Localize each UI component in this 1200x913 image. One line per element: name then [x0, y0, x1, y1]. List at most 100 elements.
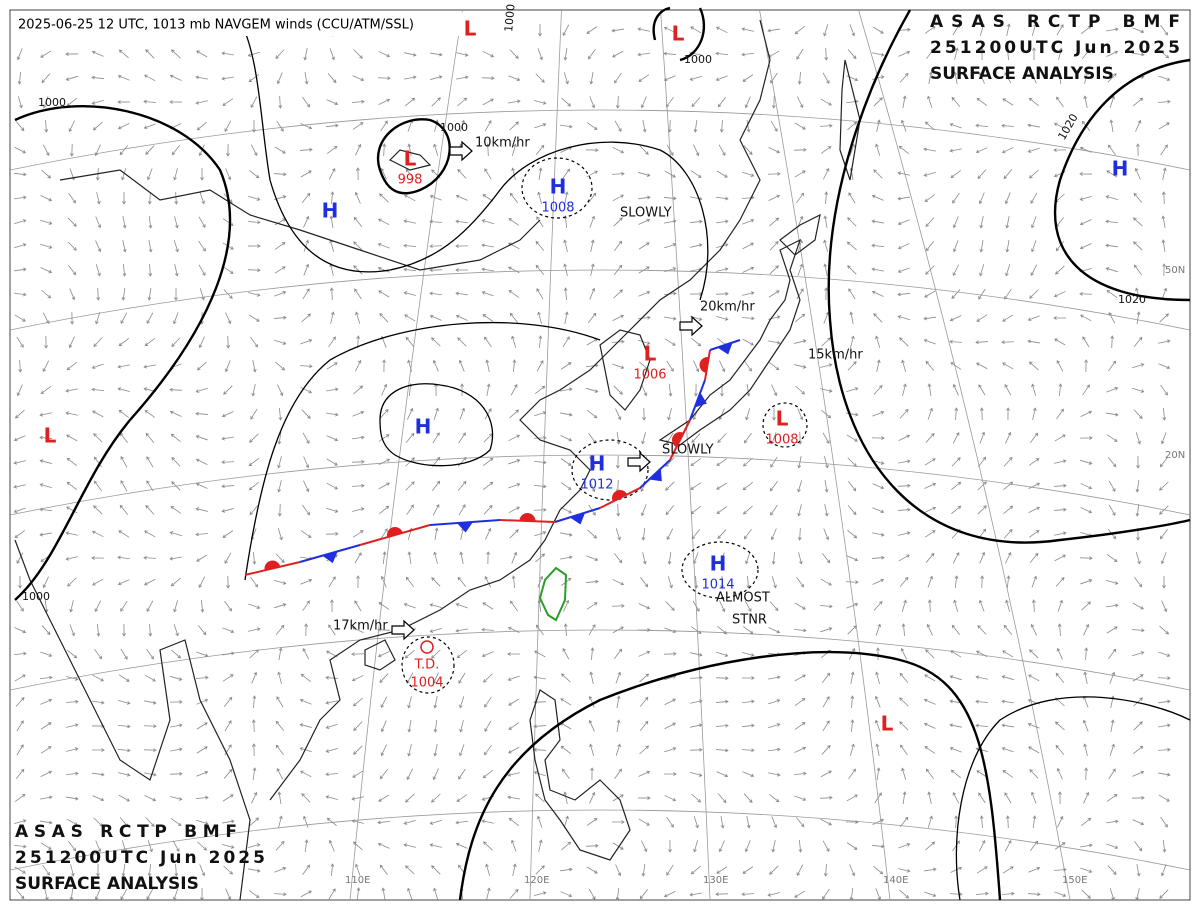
- wind-arrow: [169, 531, 182, 537]
- wind-arrow: [771, 576, 777, 589]
- wind-arrow: [1004, 840, 1012, 852]
- wind-arrow: [117, 555, 131, 560]
- wind-arrow: [432, 503, 440, 516]
- wind-arrow: [1079, 436, 1093, 440]
- wind-arrow: [979, 551, 986, 564]
- wind-arrow: [823, 215, 828, 228]
- stamp-line: SURFACE ANALYSIS: [15, 874, 199, 894]
- wind-arrow: [1159, 457, 1168, 468]
- wind-arrow: [717, 96, 726, 108]
- wind-arrow: [248, 74, 260, 83]
- wind-arrow: [954, 575, 959, 589]
- wind-arrow: [429, 194, 442, 201]
- wind-arrow: [637, 796, 651, 800]
- wind-arrow: [405, 97, 416, 107]
- wind-arrow: [586, 866, 598, 874]
- wind-arrow: [769, 241, 779, 251]
- wind-arrow: [534, 411, 547, 417]
- wind-arrow: [1134, 167, 1141, 180]
- system-symbol: L: [776, 407, 789, 431]
- wind-arrow: [664, 627, 677, 634]
- wind-arrow: [195, 100, 208, 105]
- wind-arrow: [795, 817, 805, 828]
- wind-arrow: [432, 432, 440, 444]
- wind-arrow: [1003, 481, 1014, 491]
- wind-arrow: [430, 75, 443, 80]
- wind-arrow: [15, 121, 25, 132]
- wind-arrow: [897, 292, 911, 297]
- wind-arrow: [589, 791, 596, 804]
- wind-arrow: [224, 360, 231, 373]
- wind-arrow: [39, 435, 53, 440]
- wind-arrow: [872, 26, 884, 34]
- wind-arrow: [719, 119, 724, 133]
- wind-arrow: [507, 772, 520, 777]
- wind-arrow: [198, 576, 206, 589]
- wind-arrow: [40, 386, 52, 394]
- wind-arrow: [174, 216, 179, 229]
- wind-arrow: [693, 120, 698, 133]
- wind-arrow: [615, 743, 621, 756]
- wind-arrow: [456, 650, 467, 659]
- wind-arrow: [96, 192, 101, 205]
- wind-arrow: [1057, 599, 1063, 612]
- wind-arrow: [275, 744, 284, 756]
- wind-arrow: [637, 315, 651, 320]
- wind-arrow: [352, 75, 365, 82]
- wind-arrow: [616, 432, 621, 445]
- wind-arrow: [560, 387, 573, 392]
- wind-arrow: [278, 815, 283, 828]
- wind-arrow: [1003, 624, 1013, 635]
- wind-arrow: [901, 623, 906, 637]
- wind-arrow: [899, 721, 909, 731]
- wind-arrow: [849, 743, 855, 756]
- wind-arrow: [353, 265, 363, 275]
- wind-arrow: [561, 673, 571, 683]
- wind-arrow: [614, 648, 623, 659]
- system-symbol: L: [672, 22, 685, 46]
- wind-arrow: [924, 482, 937, 489]
- wind-arrow: [325, 795, 338, 800]
- wind-arrow: [352, 841, 363, 851]
- wind-arrow: [612, 579, 625, 586]
- wind-arrow: [1031, 383, 1037, 396]
- wind-arrow: [1055, 241, 1065, 252]
- wind-arrow: [563, 623, 568, 637]
- wind-arrow: [898, 434, 911, 441]
- wind-arrow: [144, 410, 156, 418]
- wind-arrow: [925, 265, 935, 275]
- wind-arrow: [768, 340, 781, 345]
- wind-arrow: [70, 311, 74, 325]
- wind-arrow: [897, 243, 910, 250]
- wind-arrow: [824, 47, 829, 61]
- wind-arrow: [274, 339, 287, 345]
- wind-arrow: [1159, 49, 1170, 59]
- wind-arrow: [900, 647, 907, 660]
- wind-arrow: [432, 359, 439, 372]
- wind-arrow: [459, 551, 464, 564]
- wind-arrow: [171, 481, 181, 491]
- wind-arrow: [40, 651, 53, 657]
- wind-arrow: [195, 675, 209, 680]
- wind-arrow: [872, 52, 885, 57]
- wind-arrow: [846, 75, 859, 82]
- wind-arrow: [850, 335, 855, 348]
- wind-arrow: [823, 24, 829, 37]
- wind-arrow: [429, 268, 443, 273]
- wind-arrow: [66, 434, 78, 442]
- wind-arrow: [637, 27, 650, 32]
- wind-arrow: [927, 407, 933, 420]
- wind-arrow: [744, 840, 751, 853]
- wind-arrow: [897, 219, 910, 226]
- wind-arrow: [328, 839, 335, 852]
- wind-arrow: [118, 700, 131, 705]
- wind-arrow: [195, 795, 209, 800]
- wind-arrow: [13, 484, 26, 489]
- wind-arrow: [616, 503, 621, 517]
- wind-arrow: [664, 698, 677, 706]
- wind-arrow: [716, 651, 729, 657]
- wind-arrow: [1005, 47, 1010, 61]
- wind-arrow: [1004, 384, 1012, 396]
- wind-arrow: [898, 554, 910, 562]
- wind-arrow: [68, 336, 75, 349]
